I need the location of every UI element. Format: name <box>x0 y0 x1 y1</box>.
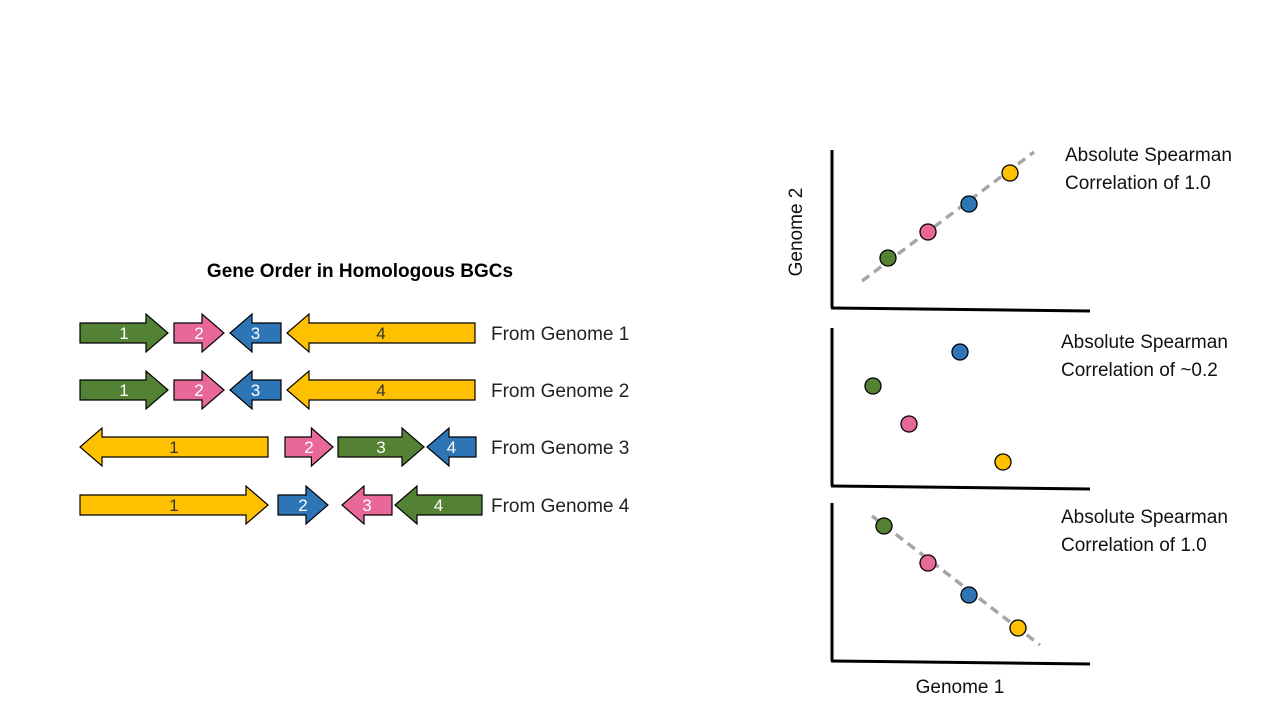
gene-number: 2 <box>298 496 307 515</box>
x-axis-label: Genome 1 <box>916 677 1005 698</box>
data-point <box>994 453 1012 471</box>
gene-arrow-shape <box>229 369 282 411</box>
gene-arrow: 4 <box>394 484 483 526</box>
data-point <box>919 554 937 572</box>
gene-number: 4 <box>434 496 443 515</box>
x-axis-line <box>830 484 1091 491</box>
gene-number: 1 <box>119 381 128 400</box>
gene-row: 1 2 3 4 From Genome 4 <box>79 484 630 526</box>
gene-arrow-shape <box>79 369 169 411</box>
genome-row-label: From Genome 2 <box>491 381 629 402</box>
gene-arrow: 4 <box>426 426 477 468</box>
gene-arrow-shape <box>394 484 483 526</box>
gene-arrow-shape <box>79 484 269 526</box>
data-point <box>1009 619 1027 637</box>
gene-number: 3 <box>376 438 385 457</box>
gene-arrow-shape <box>79 426 269 468</box>
gene-arrow: 4 <box>286 369 476 411</box>
gene-number: 4 <box>376 324 385 343</box>
gene-number: 1 <box>169 438 178 457</box>
gene-arrow-shape <box>337 426 425 468</box>
gene-row: 1 2 3 4 From Genome 2 <box>79 369 629 411</box>
diagram-heading: Gene Order in Homologous BGCs <box>207 261 513 282</box>
correlation-caption-line: Correlation of ~0.2 <box>1061 360 1218 381</box>
trend-line <box>870 514 1042 647</box>
gene-arrow: 3 <box>229 312 282 354</box>
data-point <box>919 223 937 241</box>
data-point <box>864 377 882 395</box>
data-point <box>960 195 978 213</box>
data-point <box>1001 164 1019 182</box>
gene-arrow: 3 <box>341 484 393 526</box>
gene-row: 1 2 3 4 From Genome 1 <box>79 312 629 354</box>
data-point <box>900 415 918 433</box>
y-axis-label: Genome 2 <box>786 188 807 277</box>
gene-number: 3 <box>251 324 260 343</box>
gene-number: 4 <box>447 438 456 457</box>
gene-arrow-shape <box>286 369 476 411</box>
data-point <box>879 249 897 267</box>
gene-number: 4 <box>376 381 385 400</box>
gene-number: 1 <box>119 324 128 343</box>
gene-arrow-shape <box>286 312 476 354</box>
data-point <box>951 343 969 361</box>
gene-number: 3 <box>362 496 371 515</box>
gene-arrow: 3 <box>229 369 282 411</box>
gene-arrow: 1 <box>79 312 169 354</box>
gene-arrow-shape <box>341 484 393 526</box>
data-point <box>960 586 978 604</box>
genome-row-label: From Genome 4 <box>491 496 630 517</box>
genome-row-label: From Genome 3 <box>491 438 629 459</box>
gene-rows: 1 2 3 4 From Genome 1 1 2 3 4 From Genome 2 1 2 3 4 Fr… <box>79 312 630 526</box>
gene-arrow: 1 <box>79 484 269 526</box>
correlation-panel: Absolute Spearman Correlation of 1.0 <box>830 145 1232 313</box>
correlation-caption-line: Correlation of 1.0 <box>1061 535 1207 556</box>
gene-arrow-shape <box>173 369 225 411</box>
correlation-caption-line: Absolute Spearman <box>1061 332 1228 353</box>
gene-arrow: 4 <box>286 312 476 354</box>
gene-number: 3 <box>251 381 260 400</box>
correlation-caption-line: Absolute Spearman <box>1061 507 1228 528</box>
gene-arrow: 2 <box>173 369 225 411</box>
correlation-caption-line: Correlation of 1.0 <box>1065 173 1211 194</box>
gene-arrow-shape <box>79 312 169 354</box>
correlation-caption-line: Absolute Spearman <box>1065 145 1232 166</box>
correlation-panel: Absolute Spearman Correlation of 1.0 <box>830 503 1228 666</box>
gene-arrow: 2 <box>277 484 329 526</box>
gene-arrow-shape <box>284 426 334 468</box>
gene-arrow-shape <box>229 312 282 354</box>
correlation-panel: Absolute Spearman Correlation of ~0.2 <box>830 328 1228 491</box>
gene-number: 1 <box>169 496 178 515</box>
gene-arrow: 1 <box>79 369 169 411</box>
gene-arrow: 1 <box>79 426 269 468</box>
data-point <box>875 517 893 535</box>
x-axis-line <box>830 659 1091 666</box>
x-axis-line <box>830 306 1091 313</box>
gene-number: 2 <box>304 438 313 457</box>
gene-arrow: 3 <box>337 426 425 468</box>
gene-arrow-shape <box>277 484 329 526</box>
gene-row: 1 2 3 4 From Genome 3 <box>79 426 629 468</box>
gene-arrow-shape <box>426 426 477 468</box>
gene-arrow-shape <box>173 312 225 354</box>
gene-arrow: 2 <box>173 312 225 354</box>
gene-number: 2 <box>194 381 203 400</box>
genome-row-label: From Genome 1 <box>491 324 629 345</box>
gene-number: 2 <box>194 324 203 343</box>
gene-arrow: 2 <box>284 426 334 468</box>
